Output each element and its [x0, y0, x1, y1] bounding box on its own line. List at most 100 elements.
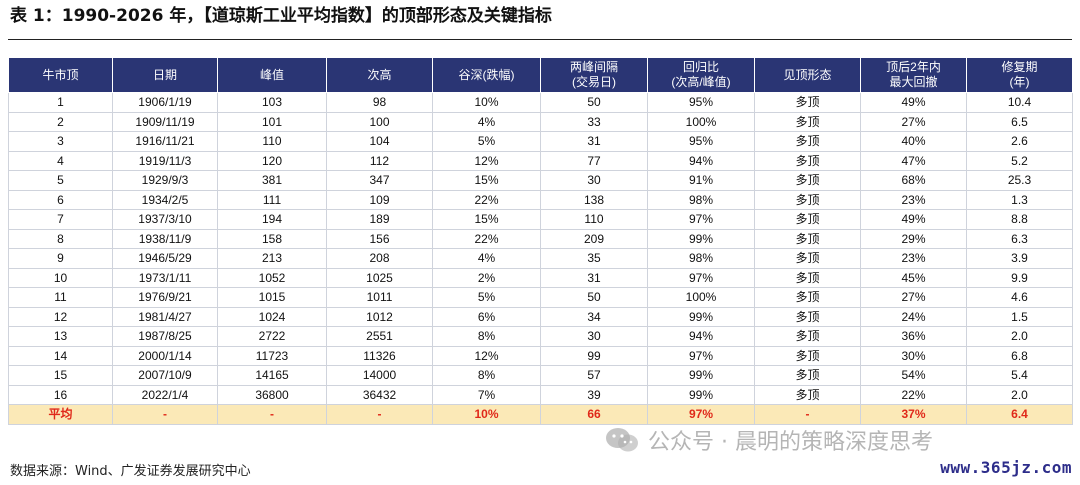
table-cell: 68% [860, 170, 967, 191]
table-cell: 4.6 [966, 287, 1073, 308]
table-cell: 1919/11/3 [112, 150, 218, 171]
table-cell: 1938/11/9 [112, 228, 218, 249]
table-cell: 49% [860, 92, 967, 113]
column-header-line: 次高 [367, 67, 392, 82]
table-cell: 1 [8, 92, 113, 113]
table-cell: 1976/9/21 [112, 287, 218, 308]
table-cell: 14 [8, 345, 113, 366]
table-cell: 27% [860, 287, 967, 308]
column-header: 次高 [326, 57, 433, 93]
table-cell: 50 [540, 287, 648, 308]
table-header: 牛市顶 日期 峰值 次高 谷深(跌幅) 两峰间隔 (交易日) 回归比 (次高/峰值) 见顶形态 顶后… [8, 57, 1073, 93]
table-cell: 14165 [217, 365, 327, 386]
table-cell: 158 [217, 228, 327, 249]
table-row: 2 1909/11/19 101 100 4% 33 100% 多顶 27% 6.5 [8, 111, 1073, 132]
table-cell: 多顶 [754, 131, 861, 152]
column-header-line: 修复期 [1001, 60, 1038, 74]
table-cell: 50 [540, 92, 648, 113]
table-cell: 10% [432, 92, 541, 113]
table-cell: 8.8 [966, 209, 1073, 230]
table-cell: 36800 [217, 384, 327, 405]
table-body: 1 1906/1/19 103 98 10% 50 95% 多顶 49% 10.4 2 1909/11… [8, 92, 1073, 425]
column-header-line: 谷深(跌幅) [458, 67, 515, 82]
table-cell: 98% [647, 189, 755, 210]
table-cell: 多顶 [754, 287, 861, 308]
table-row: 8 1938/11/9 158 156 22% 209 99% 多顶 29% 6.3 [8, 228, 1073, 249]
table-cell: 6.5 [966, 111, 1073, 132]
table-cell: 10 [8, 267, 113, 288]
table-row: 6 1934/2/5 111 109 22% 138 98% 多顶 23% 1.3 [8, 189, 1073, 210]
table-cell: 7% [432, 384, 541, 405]
column-header-line: 回归比 [682, 60, 719, 74]
column-header-line: (交易日) [572, 75, 616, 89]
table-cell: 多顶 [754, 248, 861, 269]
table-cell: 1024 [217, 306, 327, 327]
table-cell: 29% [860, 228, 967, 249]
table-cell: 2.6 [966, 131, 1073, 152]
table-cell: 33 [540, 111, 648, 132]
column-header: 峰值 [217, 57, 327, 93]
table-cell: 14000 [326, 365, 433, 386]
table-cell: 49% [860, 209, 967, 230]
table-cell: 多顶 [754, 365, 861, 386]
table-cell: 多顶 [754, 111, 861, 132]
table-cell: 189 [326, 209, 433, 230]
table-cell: 多顶 [754, 306, 861, 327]
table-cell: 多顶 [754, 267, 861, 288]
table-cell: 15% [432, 209, 541, 230]
average-cell: - [326, 404, 433, 425]
table-row: 10 1973/1/11 1052 1025 2% 31 97% 多顶 45% 9.9 [8, 267, 1073, 288]
table-cell: 13 [8, 326, 113, 347]
data-source: 数据来源：Wind、广发证券发展研究中心 [10, 464, 251, 479]
table-cell: 25.3 [966, 170, 1073, 191]
table-cell: 4% [432, 248, 541, 269]
table-cell: 111 [217, 189, 327, 210]
table-cell: 11326 [326, 345, 433, 366]
table-cell: 1906/1/19 [112, 92, 218, 113]
column-header-line: (次高/峰值) [671, 75, 731, 89]
table-cell: 99% [647, 384, 755, 405]
table-cell: 1012 [326, 306, 433, 327]
table-cell: 5.4 [966, 365, 1073, 386]
table-cell: 多顶 [754, 384, 861, 405]
table-cell: 11723 [217, 345, 327, 366]
table-cell: 多顶 [754, 170, 861, 191]
average-cell: 10% [432, 404, 541, 425]
table-cell: 40% [860, 131, 967, 152]
table-cell: 10.4 [966, 92, 1073, 113]
table-cell: 1946/5/29 [112, 248, 218, 269]
table-cell: 23% [860, 248, 967, 269]
table-cell: 6.3 [966, 228, 1073, 249]
table-cell: 4% [432, 111, 541, 132]
table-row: 12 1981/4/27 1024 1012 6% 34 99% 多顶 24% 1.5 [8, 306, 1073, 327]
table-cell: 1015 [217, 287, 327, 308]
table-cell: 22% [432, 228, 541, 249]
table-cell: 2000/1/14 [112, 345, 218, 366]
average-cell: 97% [647, 404, 755, 425]
table-cell: 45% [860, 267, 967, 288]
table-cell: 1052 [217, 267, 327, 288]
table-cell: 57 [540, 365, 648, 386]
table-cell: 30% [860, 345, 967, 366]
table-cell: 多顶 [754, 228, 861, 249]
table-cell: 36432 [326, 384, 433, 405]
table-cell: 9.9 [966, 267, 1073, 288]
table-row: 1 1906/1/19 103 98 10% 50 95% 多顶 49% 10.4 [8, 92, 1073, 113]
table-cell: 12% [432, 150, 541, 171]
table-cell: 多顶 [754, 209, 861, 230]
table-cell: 104 [326, 131, 433, 152]
average-cell: 6.4 [966, 404, 1073, 425]
table-cell: 多顶 [754, 326, 861, 347]
table-cell: 8% [432, 365, 541, 386]
table-row: 15 2007/10/9 14165 14000 8% 57 99% 多顶 54% 5.4 [8, 365, 1073, 386]
table-cell: 99% [647, 306, 755, 327]
table-cell: 138 [540, 189, 648, 210]
table-cell: 110 [217, 131, 327, 152]
table-cell: 100 [326, 111, 433, 132]
table-cell: 8% [432, 326, 541, 347]
column-header-line: 顶后2年内 [886, 60, 941, 74]
table-cell: 15 [8, 365, 113, 386]
table-cell: 208 [326, 248, 433, 269]
table-cell: 1025 [326, 267, 433, 288]
table-row: 11 1976/9/21 1015 1011 5% 50 100% 多顶 27% 4.6 [8, 287, 1073, 308]
